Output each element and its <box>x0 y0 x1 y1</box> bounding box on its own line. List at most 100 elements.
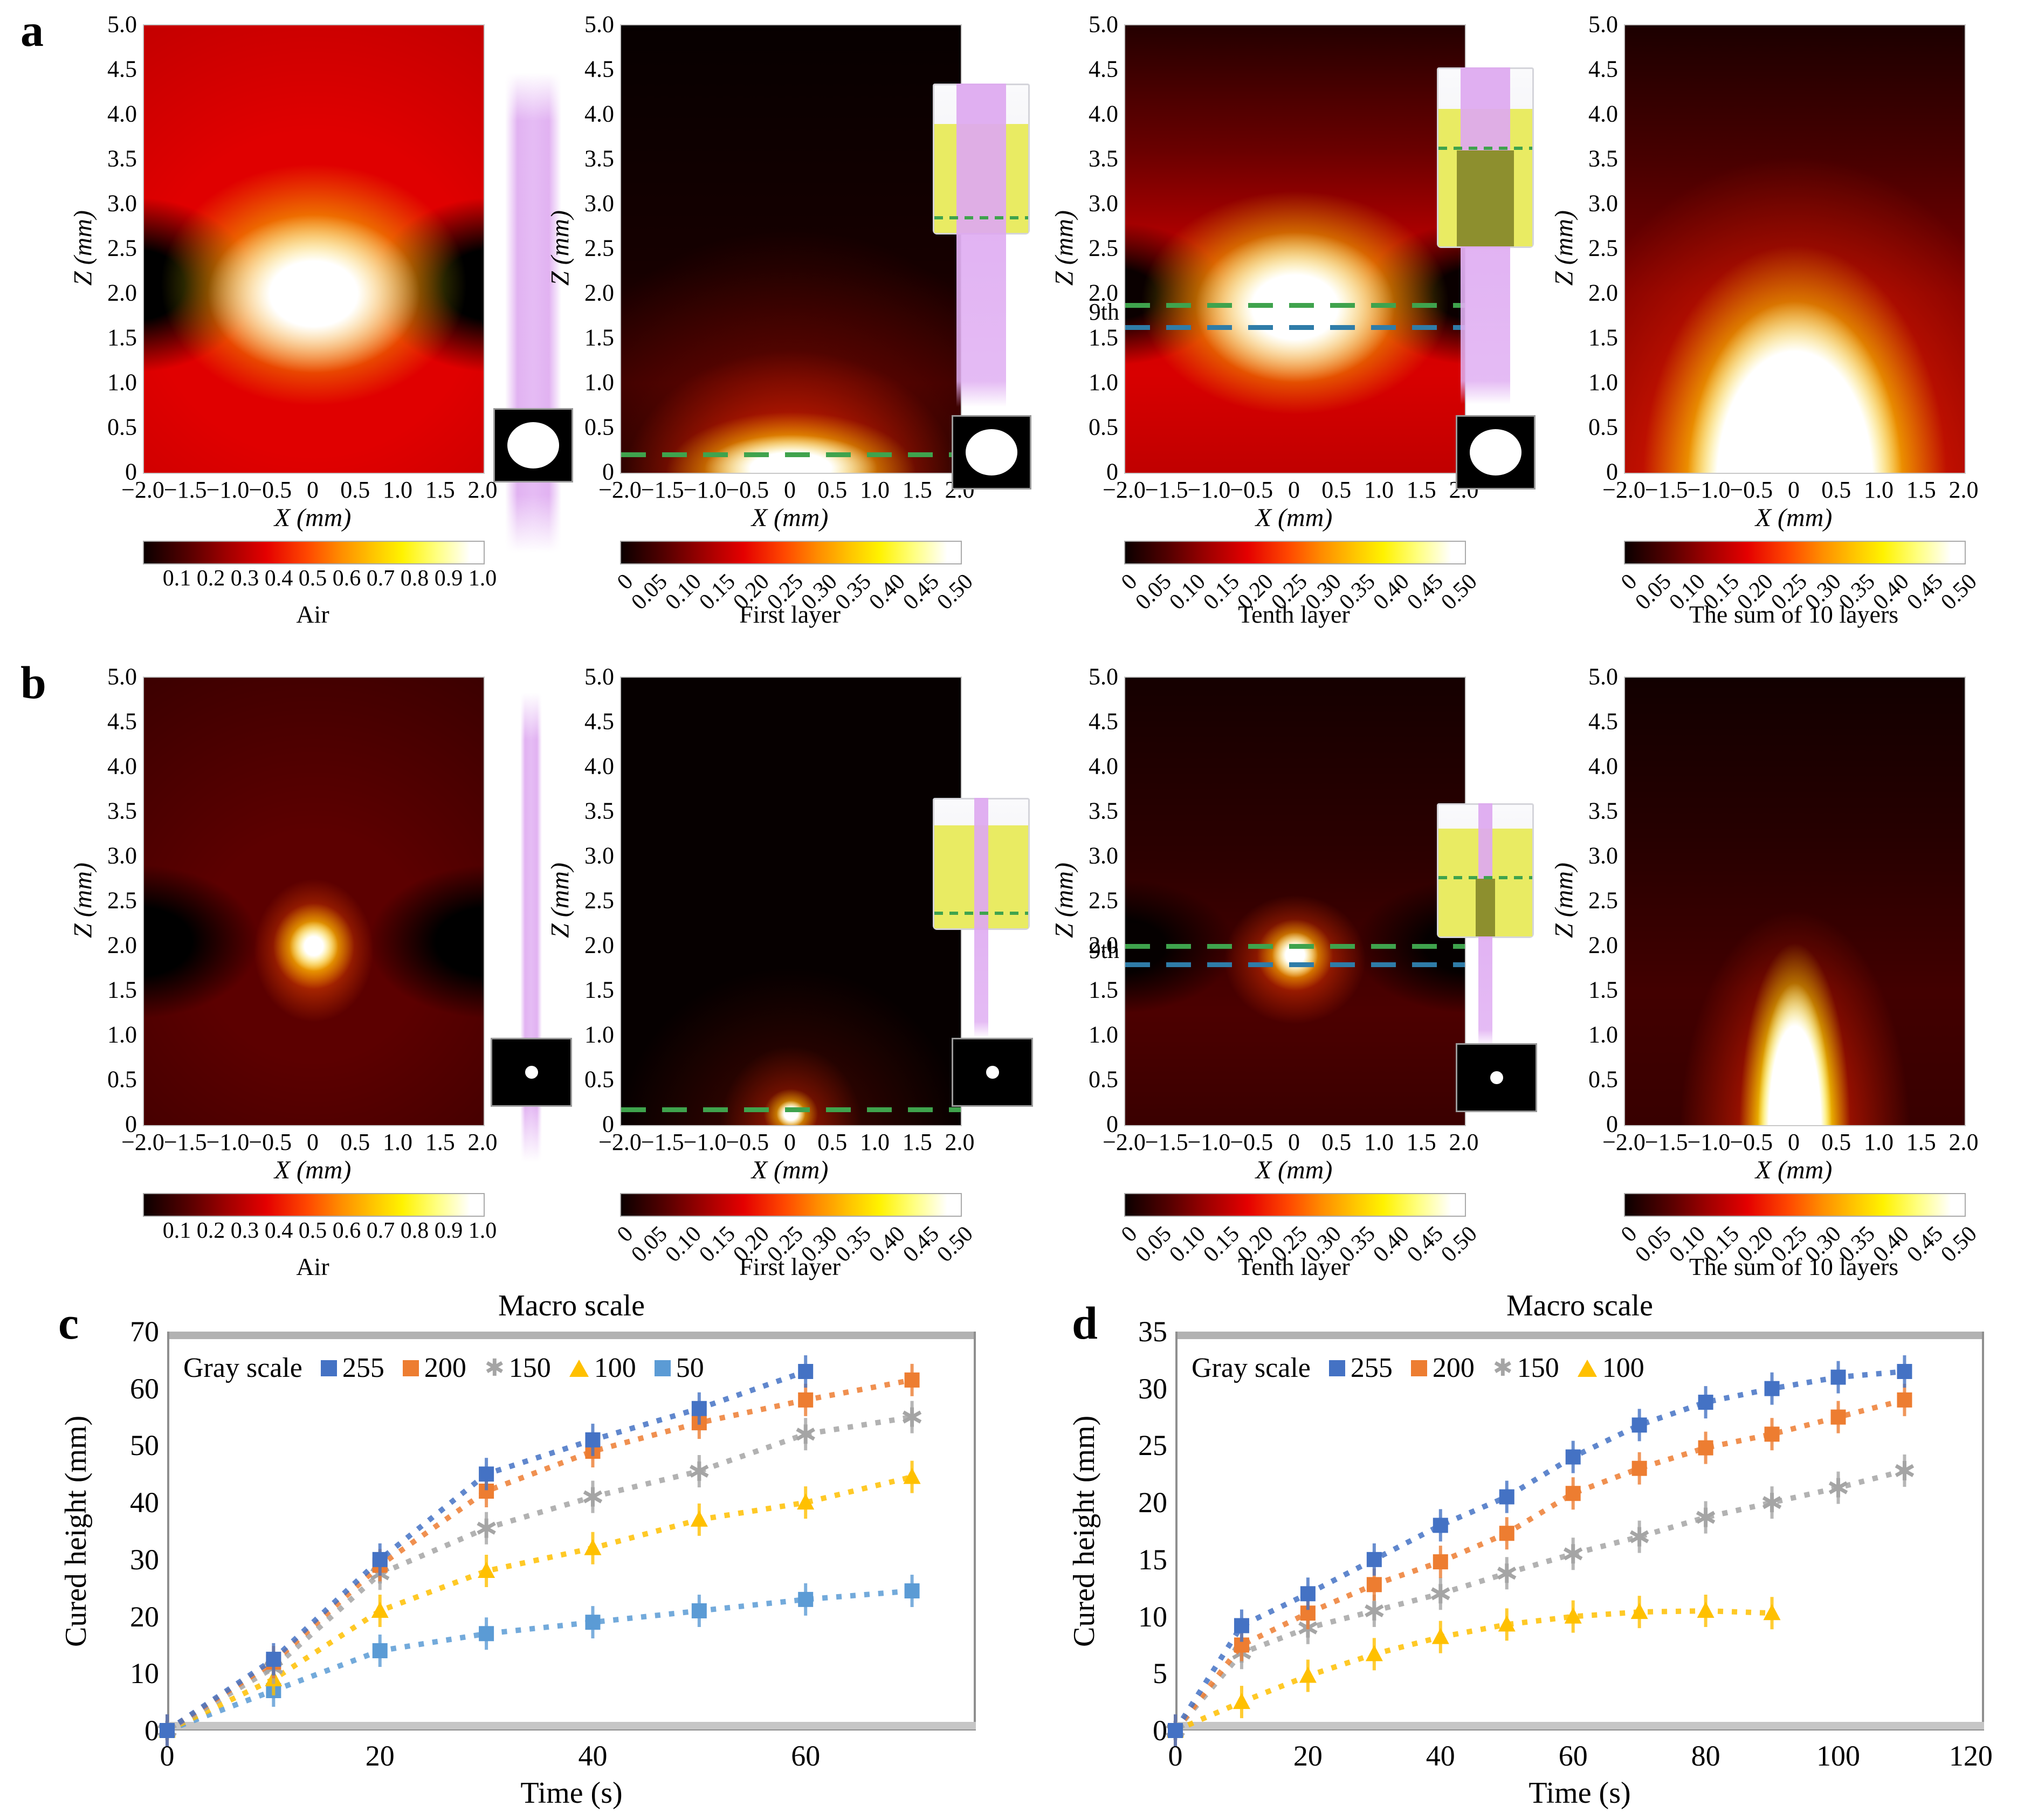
data-point-150 <box>1895 1460 1915 1480</box>
subplot-caption: The sum of 10 layers <box>1689 601 1899 628</box>
resin-vat-illustration <box>933 798 1030 1038</box>
data-point-100 <box>1763 1604 1781 1621</box>
data-point-50 <box>691 1603 707 1618</box>
tick-label: 5.0 <box>584 11 614 38</box>
tick-label: −2.0 <box>121 1129 164 1155</box>
tick-label: 2.5 <box>107 887 137 914</box>
data-point-100 <box>478 1562 495 1578</box>
tick-label: −1.5 <box>163 1129 207 1155</box>
tick-label: 0 <box>125 458 137 485</box>
legend-item-50: 50 <box>654 1352 704 1384</box>
chart-plot-area <box>157 1332 976 1747</box>
tick-label: 1.5 <box>1089 324 1118 351</box>
tick-label: −1.5 <box>163 477 207 503</box>
tick-label: 5.0 <box>584 663 614 690</box>
legend-item-200: 200 <box>1410 1352 1475 1384</box>
x-axis-ticks: −2.0 −1.5 −1.0 −0.5 0 0.5 1.0 1.5 2.0 <box>1103 1128 1478 1156</box>
data-point-50 <box>904 1583 920 1598</box>
data-point-100 <box>1431 1628 1449 1644</box>
data-point-200 <box>1830 1409 1846 1425</box>
tick-label: 4.5 <box>1089 708 1118 735</box>
beam-cross-section-inset <box>1456 415 1536 490</box>
data-point-255 <box>160 1723 175 1738</box>
tick-label: 1.0 <box>1588 1021 1618 1048</box>
uv-beam-below-vat <box>974 930 988 1038</box>
resin-vat-illustration <box>1437 803 1534 1046</box>
legend-item-100: 100 <box>1577 1352 1644 1384</box>
data-point-255 <box>1764 1381 1780 1396</box>
colorbar-ticks: 0 0.05 0.10 0.15 0.20 0.25 0.30 0.35 0.40 0.45 0.5… <box>612 569 977 615</box>
panel-label-b: b <box>20 657 46 708</box>
data-point-150 <box>1629 1527 1649 1547</box>
tick-label: 0 <box>307 477 319 503</box>
data-point-255 <box>372 1552 388 1567</box>
tick-label: −1.0 <box>683 477 727 503</box>
tick-label: 0 <box>784 477 796 503</box>
tick-label: 4.5 <box>1089 56 1118 82</box>
legend-marker-icon: ✱ <box>1492 1354 1513 1382</box>
tick-label: 40 <box>1426 1740 1455 1772</box>
data-point-150 <box>477 1518 496 1538</box>
z-axis-ticks: 5.0 4.5 4.0 3.5 3.0 2.5 2.0 1.5 1.0 0.5 0 <box>566 11 617 485</box>
z-axis-ticks: 5.0 4.5 4.0 3.5 3.0 2.5 2.0 1.5 1.0 0.5 0 <box>89 11 140 485</box>
tick-label: −1.0 <box>206 1129 250 1155</box>
data-point-50 <box>372 1643 388 1658</box>
tick-label: 2.0 <box>1449 1129 1479 1155</box>
legend-item-150: ✱ 150 <box>484 1353 551 1383</box>
beam-spot-icon <box>1490 1071 1503 1084</box>
tick-label: 0.5 <box>107 1066 137 1093</box>
tick-label: −1.0 <box>1687 477 1731 503</box>
tick-label: −1.5 <box>1644 477 1688 503</box>
tick-label: 0.9 <box>434 1218 463 1243</box>
tick-label: 0 <box>160 1740 175 1772</box>
z-axis-ticks: 5.0 4.5 4.0 3.5 3.0 2.5 2.0 1.5 1.0 0.5 0 <box>1570 664 1621 1138</box>
legend-marker-icon <box>402 1360 419 1376</box>
z-axis-ticks: 5.0 4.5 4.0 3.5 3.0 2.5 2.0 1.5 1.0 0.5 0 <box>89 664 140 1138</box>
tick-label: 1.0 <box>107 1021 137 1048</box>
data-point-100 <box>584 1539 602 1555</box>
tick-label: 5.0 <box>1089 11 1118 38</box>
tick-label: 30 <box>1138 1372 1167 1405</box>
tick-label: 0 <box>1168 1740 1183 1772</box>
tick-label: 4.0 <box>584 753 614 780</box>
chart-y-ticks: 0 5 10 15 20 25 30 35 <box>1113 1315 1172 1747</box>
tick-label: 100 <box>1816 1740 1860 1772</box>
beam-cross-section-inset <box>491 1038 572 1107</box>
tick-label: 60 <box>130 1372 159 1405</box>
data-point-255 <box>1234 1618 1249 1633</box>
tick-label: 3.0 <box>107 842 137 869</box>
build-line-green <box>1438 876 1532 879</box>
data-point-200 <box>904 1372 920 1388</box>
data-point-150 <box>583 1487 603 1507</box>
tick-label: 0 <box>1288 477 1300 503</box>
x-axis-label: X (mm) <box>751 504 829 532</box>
tick-label: 50 <box>130 1429 159 1462</box>
tick-label: 1.5 <box>584 324 614 351</box>
tick-label: 2.0 <box>1089 932 1118 959</box>
data-point-150 <box>1431 1584 1450 1604</box>
colorbar-ticks: 0.1 0.2 0.3 0.4 0.5 0.6 0.7 0.8 0.9 1.0 <box>143 1218 497 1246</box>
tick-label: 1.0 <box>1864 1129 1894 1155</box>
legend-marker-icon <box>320 1360 337 1376</box>
tick-label: 1.5 <box>425 477 455 503</box>
heatmap-first-layer-narrow-beam <box>620 677 962 1126</box>
tick-label: 0.4 <box>264 1218 293 1243</box>
tick-label: 30 <box>130 1543 159 1576</box>
x-axis-ticks: −2.0 −1.5 −1.0 −0.5 0 0.5 1.0 1.5 2.0 <box>1602 476 1978 504</box>
tick-label: 2.0 <box>1949 1129 1979 1155</box>
data-point-100 <box>1233 1693 1250 1709</box>
tick-label: −1.0 <box>1187 477 1231 503</box>
heatmap-air-wide-beam <box>143 24 485 474</box>
data-point-255 <box>479 1466 494 1482</box>
tick-label: −0.5 <box>249 477 292 503</box>
legend-item-200: 200 <box>402 1352 466 1384</box>
x-axis-label: X (mm) <box>1755 1156 1833 1184</box>
chart-y-axis-label: Cured height (mm) <box>1068 1415 1101 1647</box>
tick-label: 2.5 <box>1089 887 1118 914</box>
data-point-255 <box>1897 1364 1912 1379</box>
tick-label: 10 <box>130 1657 159 1690</box>
tick-label: 0.5 <box>1321 1129 1352 1155</box>
tick-label: 5.0 <box>107 663 137 690</box>
data-point-200 <box>1631 1460 1647 1476</box>
tick-label: 2.5 <box>1089 235 1118 261</box>
